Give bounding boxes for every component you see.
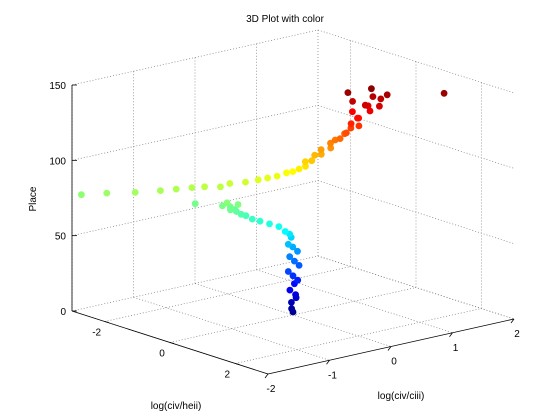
data-point: [294, 276, 302, 284]
tick-labels: -2 0 2 -2 -1 0 1 2 0 50 100 150: [49, 81, 520, 395]
x-tick-label: 0: [159, 349, 165, 360]
data-point: [131, 189, 139, 196]
grid-line: [317, 29, 515, 94]
data-point: [172, 185, 180, 193]
x-tick-mark: [169, 342, 175, 344]
grid-line: [104, 266, 351, 322]
data-point: [254, 176, 262, 184]
data-point: [355, 122, 363, 130]
data-point: [291, 257, 298, 265]
data-point: [256, 217, 264, 225]
z-tick-label: 0: [60, 307, 66, 318]
chart-title: 3D Plot with color: [246, 14, 324, 25]
y-tick-label: -2: [267, 384, 276, 395]
data-point: [234, 201, 242, 208]
data-point: [349, 108, 356, 116]
data-point: [440, 89, 448, 97]
grid-line: [256, 269, 453, 334]
y-tick-mark: [449, 332, 453, 337]
data-point: [336, 135, 344, 143]
data-point: [369, 93, 377, 100]
data-point: [275, 223, 283, 231]
grid-line: [71, 180, 319, 237]
data-point: [301, 158, 309, 166]
data-point: [344, 89, 352, 96]
grid-line: [133, 296, 330, 361]
data-point: [103, 189, 111, 197]
grid-line: [317, 105, 515, 169]
x-tick-mark: [104, 321, 109, 323]
data-point: [317, 146, 325, 154]
data-point: [308, 157, 316, 165]
z-tick-label: 50: [55, 232, 67, 243]
grid-line: [317, 255, 515, 320]
data-point: [354, 114, 361, 122]
axes-box: [71, 84, 515, 379]
data-point: [366, 107, 374, 115]
data-point: [284, 240, 292, 248]
data-point: [368, 85, 375, 93]
y-tick-label: -1: [328, 370, 337, 381]
grid-line: [71, 255, 319, 312]
data-point: [349, 98, 356, 105]
x-tick-label: 2: [225, 370, 231, 381]
data-point: [201, 183, 209, 191]
data-point: [273, 172, 281, 180]
data-point: [226, 180, 234, 187]
data-point: [264, 174, 271, 182]
grid-line: [71, 29, 319, 86]
data-point: [343, 129, 350, 137]
y-tick-label: 1: [453, 343, 459, 354]
grid-line: [317, 180, 515, 244]
data-point: [292, 291, 299, 299]
data-point: [289, 168, 297, 176]
data-point: [311, 151, 319, 159]
data-point: [376, 102, 383, 110]
data-point: [289, 272, 297, 280]
data-point: [286, 253, 294, 261]
data-point: [284, 268, 292, 275]
z-tick-label: 150: [49, 81, 66, 92]
y-tick-mark: [387, 346, 392, 351]
data-point: [383, 91, 391, 99]
data-point: [283, 169, 290, 177]
y-tick-label: 2: [514, 329, 520, 340]
data-point: [266, 220, 273, 228]
grid-line: [71, 104, 319, 161]
data-point: [217, 183, 224, 191]
data-point: [288, 305, 295, 313]
grid-lines: [71, 29, 515, 375]
data-point: [288, 299, 295, 306]
z-axis-label: Place: [28, 186, 39, 211]
data-point: [327, 144, 335, 152]
data-point: [242, 178, 249, 186]
data-point: [377, 95, 385, 103]
data-point: [223, 199, 231, 207]
y-axis-label: log(civ/ciii): [378, 391, 425, 402]
data-point: [347, 120, 355, 128]
x-axis-label: log(civ/heii): [151, 401, 202, 412]
data-point: [281, 228, 289, 235]
z-tick-label: 100: [49, 156, 66, 167]
data-point: [286, 286, 294, 294]
data-point: [188, 184, 196, 192]
data-point: [248, 215, 256, 223]
data-point: [361, 101, 369, 109]
y-tick-mark: [326, 360, 330, 365]
y-tick-label: 0: [391, 357, 397, 368]
y-tick-mark: [510, 318, 515, 324]
x-tick-label: -2: [92, 328, 101, 339]
data-point: [191, 200, 199, 208]
data-points: [78, 85, 448, 316]
data-point: [78, 191, 85, 199]
data-point: [295, 165, 303, 173]
y-tick-mark: [264, 373, 269, 379]
x-tick-mark: [235, 363, 240, 365]
data-point: [294, 247, 301, 255]
data-point: [157, 187, 164, 195]
data-point: [295, 262, 303, 269]
